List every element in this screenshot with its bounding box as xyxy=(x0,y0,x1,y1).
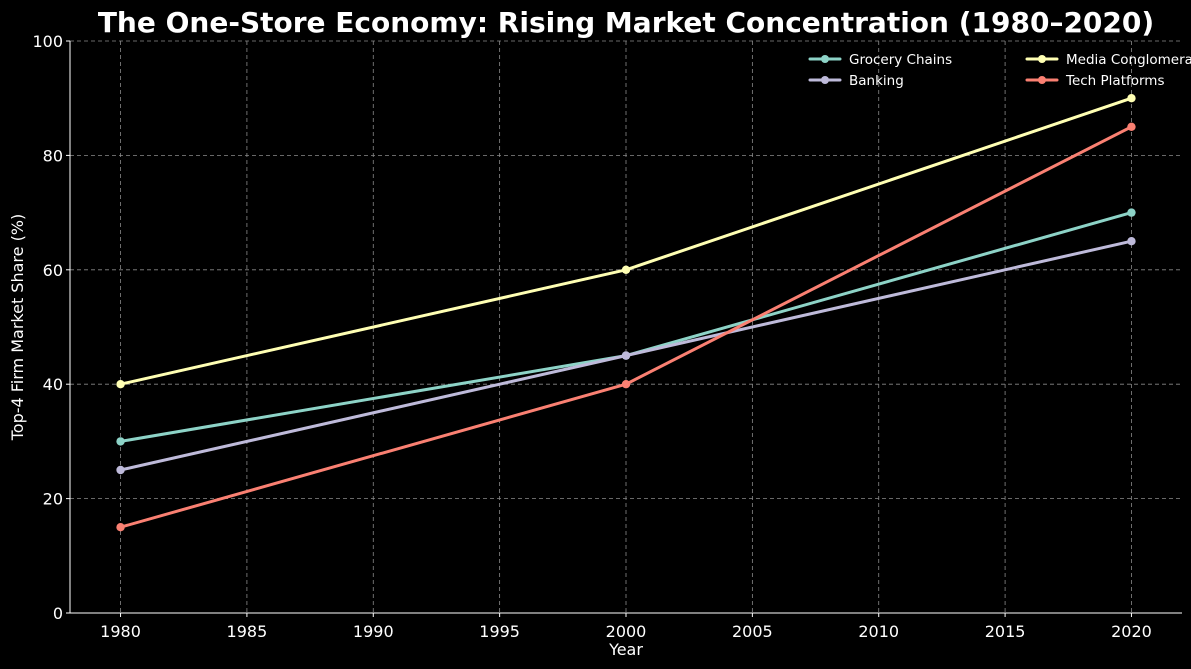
data-point-media-conglomerates xyxy=(621,265,631,274)
data-point-banking xyxy=(621,351,631,360)
x-tick-label: 1990 xyxy=(353,622,394,641)
series-media-conglomerates xyxy=(116,94,1136,389)
y-tick-label: 20 xyxy=(43,490,63,509)
legend-label: Banking xyxy=(849,73,904,89)
x-tick-label: 2000 xyxy=(606,622,647,641)
x-tick-label: 1995 xyxy=(479,622,520,641)
chart-title: The One-Store Economy: Rising Market Con… xyxy=(98,6,1154,39)
x-tick-label: 2010 xyxy=(858,622,899,641)
x-tick-label: 2020 xyxy=(1111,622,1152,641)
y-tick-label: 40 xyxy=(43,375,63,394)
legend-label: Media Conglomerates xyxy=(1066,52,1191,68)
tick-labels: 1980 1985 1990 1995 2000 2005 2010 2015 2020 0 20 4… xyxy=(32,32,1151,641)
x-tick-label: 2005 xyxy=(732,622,773,641)
legend-item-banking: Banking xyxy=(808,73,904,89)
series-banking xyxy=(116,237,1136,475)
series-tech-platforms xyxy=(116,122,1136,532)
data-point-grocery-chains xyxy=(1127,208,1136,217)
y-tick-label: 60 xyxy=(43,261,63,280)
y-axis-label: Top-4 Firm Market Share (%) xyxy=(8,214,27,442)
x-axis-label: Year xyxy=(608,640,643,659)
data-point-grocery-chains xyxy=(116,437,125,446)
legend-label: Grocery Chains xyxy=(849,52,952,68)
data-point-media-conglomerates xyxy=(116,380,125,389)
legend-item-tech-platforms: Tech Platforms xyxy=(1025,73,1165,89)
legend-marker xyxy=(1038,76,1046,84)
axes xyxy=(66,40,1182,617)
x-tick-label: 1980 xyxy=(100,622,141,641)
data-point-tech-platforms xyxy=(621,380,631,389)
legend-marker xyxy=(1038,55,1046,63)
y-tick-label: 0 xyxy=(53,604,63,623)
data-point-media-conglomerates xyxy=(1127,94,1136,103)
data-point-tech-platforms xyxy=(1127,122,1136,131)
x-tick-label: 1985 xyxy=(227,622,268,641)
series-group xyxy=(116,94,1136,532)
legend-marker xyxy=(821,76,829,84)
legend-item-media-conglomerates: Media Conglomerates xyxy=(1025,52,1191,68)
y-tick-label: 80 xyxy=(43,146,63,165)
data-point-banking xyxy=(1127,237,1136,246)
legend-label: Tech Platforms xyxy=(1065,73,1165,89)
x-tick-label: 2015 xyxy=(985,622,1026,641)
data-point-banking xyxy=(116,465,125,475)
legend-marker xyxy=(821,55,829,63)
legend: Grocery Chains Banking Media Conglomerates… xyxy=(808,52,1191,89)
data-point-tech-platforms xyxy=(116,523,125,532)
legend-item-grocery-chains: Grocery Chains xyxy=(808,52,952,68)
y-tick-label: 100 xyxy=(32,32,63,51)
